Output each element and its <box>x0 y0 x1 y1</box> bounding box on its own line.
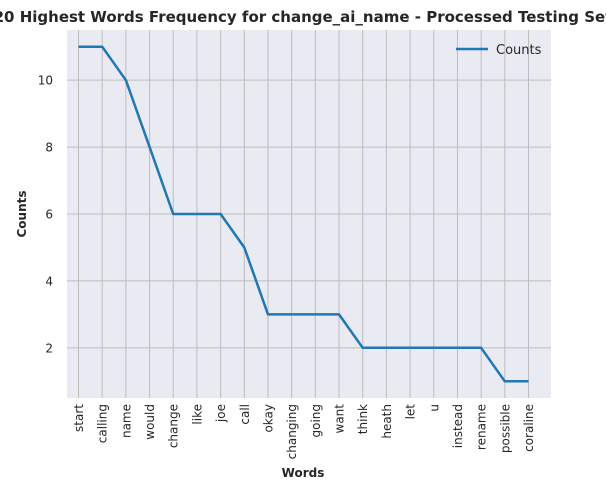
y-tick-label: 4 <box>45 274 53 288</box>
y-tick-label: 2 <box>45 341 53 355</box>
x-tick-label: start <box>72 404 86 432</box>
x-tick-label: calling <box>96 404 110 443</box>
x-tick-label: want <box>333 404 347 434</box>
x-tick-label: possible <box>498 404 512 453</box>
x-tick-label: rename <box>475 404 489 450</box>
y-tick-label: 10 <box>38 74 53 88</box>
x-tick-label: heath <box>380 404 394 439</box>
chart-title: 20 Highest Words Frequency for change_ai… <box>0 8 606 26</box>
x-axis-label: Words <box>282 466 325 480</box>
y-tick-label: 8 <box>45 141 53 155</box>
x-tick-label: think <box>356 404 370 434</box>
x-tick-label: would <box>143 404 157 440</box>
x-tick-label: call <box>238 404 252 425</box>
x-tick-label: okay <box>261 404 275 433</box>
legend-label-counts: Counts <box>496 43 542 58</box>
y-axis-ticks: 2 4 6 8 10 <box>38 74 53 356</box>
y-axis-label: Counts <box>15 190 29 237</box>
x-tick-label: coraline <box>522 404 536 452</box>
x-tick-label: name <box>119 404 133 438</box>
x-tick-label: like <box>190 404 204 425</box>
x-tick-label: joe <box>214 404 228 423</box>
x-tick-label: instead <box>451 404 465 448</box>
x-tick-label: change <box>167 404 181 448</box>
x-tick-label: changing <box>285 404 299 459</box>
x-tick-label: going <box>309 404 323 438</box>
y-tick-label: 6 <box>45 208 53 222</box>
x-tick-label: u <box>427 404 441 412</box>
x-tick-label: let <box>404 404 418 420</box>
